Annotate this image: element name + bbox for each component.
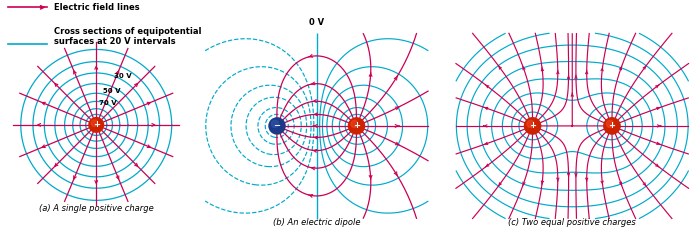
Text: −: − xyxy=(274,122,281,130)
Circle shape xyxy=(89,118,104,132)
Text: +: + xyxy=(92,120,99,129)
Circle shape xyxy=(524,118,540,134)
Text: (a) A single positive charge: (a) A single positive charge xyxy=(39,204,153,213)
Text: (b) An electric dipole: (b) An electric dipole xyxy=(273,219,360,227)
Text: 0 V: 0 V xyxy=(309,18,324,27)
Circle shape xyxy=(527,120,534,128)
Text: 30 V: 30 V xyxy=(114,73,132,79)
Text: +: + xyxy=(608,122,615,130)
Text: 70 V: 70 V xyxy=(99,100,117,106)
Text: Cross sections of equipotential
surfaces at 20 V intervals: Cross sections of equipotential surfaces… xyxy=(54,27,202,47)
Text: Electric field lines: Electric field lines xyxy=(54,3,139,12)
Circle shape xyxy=(91,120,98,126)
Text: +: + xyxy=(353,122,360,130)
Text: +: + xyxy=(529,122,536,130)
Circle shape xyxy=(351,120,358,128)
Text: 50 V: 50 V xyxy=(103,88,120,94)
Circle shape xyxy=(606,120,614,128)
Text: (c) Two equal positive charges: (c) Two equal positive charges xyxy=(508,219,636,227)
Circle shape xyxy=(272,120,279,128)
Circle shape xyxy=(269,118,285,134)
Circle shape xyxy=(349,118,365,134)
Circle shape xyxy=(604,118,620,134)
